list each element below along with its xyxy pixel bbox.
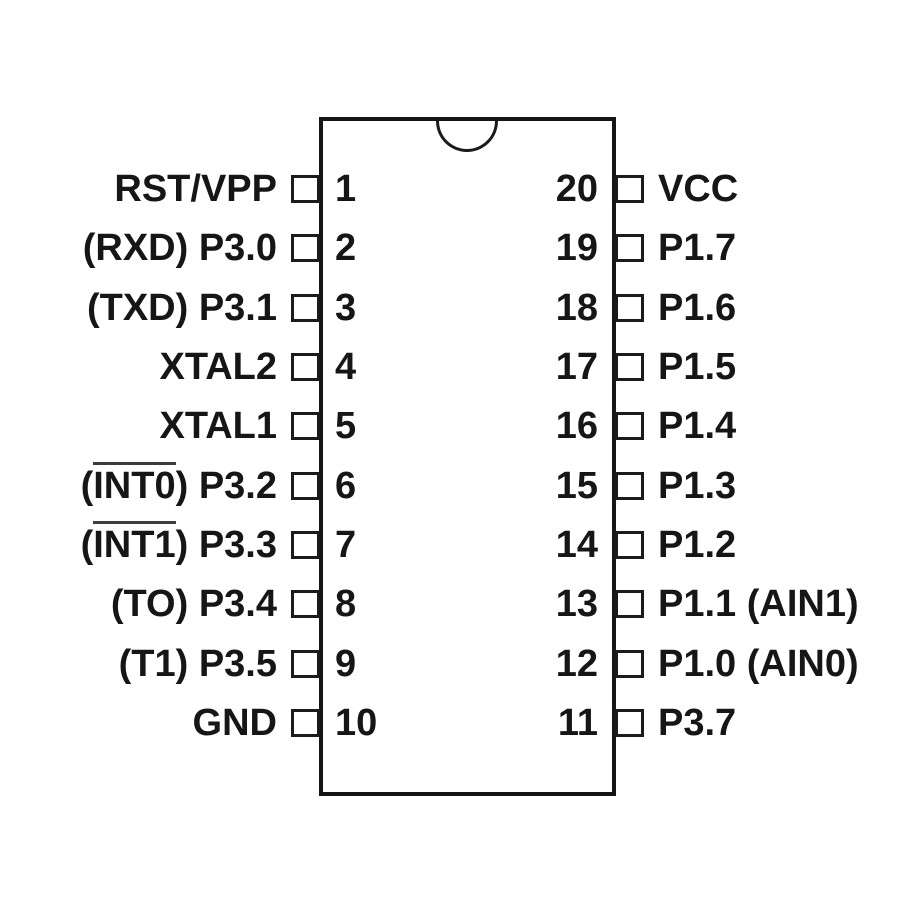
pin-number: 9 [335,643,357,685]
pin-pad [291,472,320,500]
pin-label-text: (T1) P3.5 [118,643,277,685]
pin-number: 19 [555,227,598,269]
pin-label-text: GND [192,702,277,744]
pin-label-text: P1.1 (AIN1) [658,583,859,625]
pin-number: 2 [335,227,357,269]
pin-label: (TO) P3.4 [0,580,277,628]
pin-number: 14 [555,524,598,566]
pin-pad [291,709,320,737]
pin-number: 6 [335,465,357,507]
pin-pad [291,590,320,618]
pin-number: 1 [335,168,357,210]
pin-pad [291,175,320,203]
pin-number: 17 [555,346,598,388]
pin-number: 4 [335,346,357,388]
pin-pad [615,294,644,322]
pin-pad [615,531,644,559]
pin-label: P3.7 [658,699,736,747]
pin-number: 8 [335,583,357,625]
pin-pad [615,234,644,262]
pin-label: P1.7 [658,224,736,272]
pin-label: (T1) P3.5 [0,640,277,688]
pin-number: 15 [555,465,598,507]
pin-label: XTAL1 [0,402,277,450]
pin-label: (TXD) P3.1 [0,284,277,332]
pin-label: VCC [658,165,738,213]
pin-pad [615,650,644,678]
pin-label-text: XTAL2 [159,346,277,388]
pin-pad [291,294,320,322]
pin-pad [615,472,644,500]
pin-label-text: VCC [658,168,739,210]
pin-label-text: ( [80,524,94,566]
pin-pad [291,234,320,262]
pin-number: 13 [555,583,598,625]
pin-label: (INT1) P3.3 [0,521,277,569]
pin-label-overlined-text: INT0 [93,462,176,507]
pin-pad [291,353,320,381]
pin-label-text: ) P3.3 [175,524,277,566]
pin-label-text: P1.0 (AIN0) [658,643,859,685]
pin-number: 11 [557,702,598,744]
pin-number: 7 [335,524,357,566]
pin-label: XTAL2 [0,343,277,391]
pin-label: P1.2 [658,521,736,569]
pin-label: P1.3 [658,462,736,510]
pin-label: (RXD) P3.0 [0,224,277,272]
pin-number: 12 [555,643,598,685]
pin-label-text: P1.4 [658,405,737,447]
pin-label-text: P3.7 [658,702,737,744]
dip-package-body [319,117,616,796]
pin-pad [615,590,644,618]
pin-pad [615,412,644,440]
pin-label-text: P1.7 [658,227,737,269]
pin-pad [291,412,320,440]
pin-number: 20 [555,168,598,210]
pin-number: 3 [335,287,357,329]
pin-label-text: (TO) P3.4 [110,583,277,625]
pin-label: P1.5 [658,343,736,391]
pin-number: 10 [335,702,378,744]
pin-number: 16 [555,405,598,447]
pin-label: GND [0,699,277,747]
pin-label: RST/VPP [0,165,277,213]
pin-pad [615,709,644,737]
pin-pad [291,650,320,678]
pin-number: 18 [555,287,598,329]
pin-label-text: RST/VPP [114,168,277,210]
pin-label-text: P1.5 [658,346,737,388]
pin-label-overlined-text: INT1 [93,521,176,566]
pin-label-text: P1.2 [658,524,737,566]
pin-label: P1.6 [658,284,736,332]
pin-number: 5 [335,405,357,447]
pin-label: P1.4 [658,402,736,450]
pin-pad [615,353,644,381]
pin-label-text: (RXD) P3.0 [82,227,277,269]
pin-label-text: P1.6 [658,287,737,329]
pin-label-text: (TXD) P3.1 [86,287,277,329]
pin-label: (INT0) P3.2 [0,462,277,510]
pin-label: P1.1 (AIN1) [658,580,859,628]
pin-label-text: P1.3 [658,465,737,507]
pin-label-text: ) P3.2 [175,465,277,507]
pin-pad [291,531,320,559]
pin-label-text: ( [80,465,94,507]
pin-pad [615,175,644,203]
pin-label-text: XTAL1 [159,405,277,447]
pin-label: P1.0 (AIN0) [658,640,859,688]
